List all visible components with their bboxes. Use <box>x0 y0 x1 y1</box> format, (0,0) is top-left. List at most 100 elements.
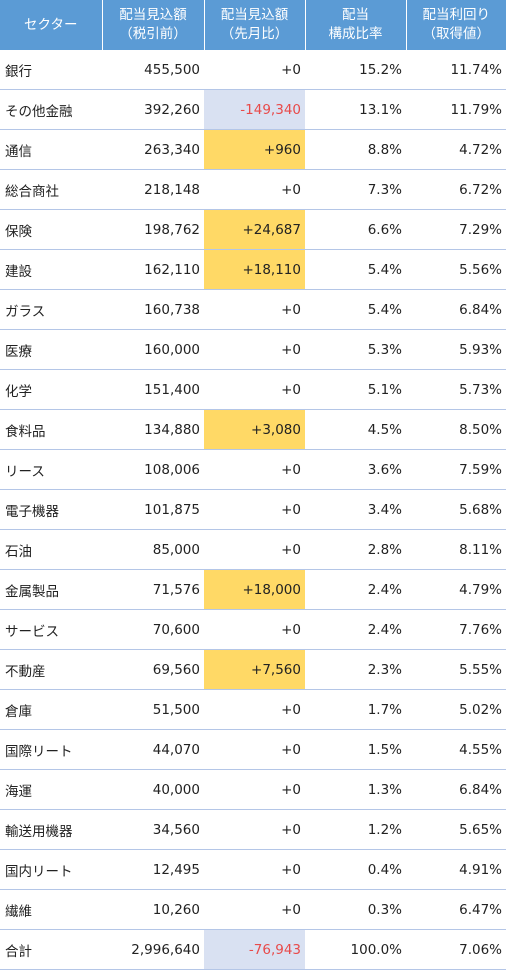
yield-cell: 4.91% <box>406 849 506 890</box>
table-row: 電子機器 101,875 +0 3.4% 5.68% <box>0 489 506 530</box>
amount-cell: 10,260 <box>102 889 204 930</box>
ratio-cell: 5.4% <box>305 289 406 330</box>
header-ratio: 配当 構成比率 <box>305 0 407 50</box>
ratio-cell: 13.1% <box>305 89 406 130</box>
change-cell: +0 <box>204 50 305 90</box>
table-row: 国際リート 44,070 +0 1.5% 4.55% <box>0 729 506 770</box>
change-cell: +18,000 <box>204 569 305 610</box>
table-row: サービス 70,600 +0 2.4% 7.76% <box>0 609 506 650</box>
ratio-cell: 0.3% <box>305 889 406 930</box>
sector-cell: サービス <box>0 609 102 650</box>
yield-cell: 7.06% <box>406 929 506 970</box>
amount-cell: 151,400 <box>102 369 204 410</box>
amount-cell: 40,000 <box>102 769 204 810</box>
table-row: 不動産 69,560 +7,560 2.3% 5.55% <box>0 649 506 690</box>
total-row: 合計 2,996,640 -76,943 100.0% 7.06% <box>0 929 506 970</box>
amount-cell: 263,340 <box>102 129 204 170</box>
amount-cell: 12,495 <box>102 849 204 890</box>
ratio-cell: 2.3% <box>305 649 406 690</box>
ratio-cell: 1.5% <box>305 729 406 770</box>
table-row: 繊維 10,260 +0 0.3% 6.47% <box>0 889 506 930</box>
change-cell: +0 <box>204 449 305 490</box>
ratio-cell: 5.3% <box>305 329 406 370</box>
amount-cell: 85,000 <box>102 529 204 570</box>
table-row: 倉庫 51,500 +0 1.7% 5.02% <box>0 689 506 730</box>
change-cell: +0 <box>204 529 305 570</box>
change-cell: +0 <box>204 609 305 650</box>
sector-cell: 合計 <box>0 929 102 970</box>
yield-cell: 6.72% <box>406 169 506 210</box>
sector-cell: 海運 <box>0 769 102 810</box>
yield-cell: 8.11% <box>406 529 506 570</box>
yield-cell: 5.55% <box>406 649 506 690</box>
table-row: 石油 85,000 +0 2.8% 8.11% <box>0 529 506 570</box>
table-row: 海運 40,000 +0 1.3% 6.84% <box>0 769 506 810</box>
change-cell: +0 <box>204 809 305 850</box>
yield-cell: 6.47% <box>406 889 506 930</box>
amount-cell: 455,500 <box>102 50 204 90</box>
yield-cell: 5.93% <box>406 329 506 370</box>
amount-cell: 218,148 <box>102 169 204 210</box>
header-change: 配当見込額 （先月比） <box>204 0 306 50</box>
ratio-cell: 5.4% <box>305 249 406 290</box>
ratio-cell: 15.2% <box>305 50 406 90</box>
ratio-cell: 8.8% <box>305 129 406 170</box>
table-row: リース 108,006 +0 3.6% 7.59% <box>0 449 506 490</box>
sector-cell: 金属製品 <box>0 569 102 610</box>
table-row: 建設 162,110 +18,110 5.4% 5.56% <box>0 249 506 290</box>
amount-cell: 160,000 <box>102 329 204 370</box>
sector-cell: 建設 <box>0 249 102 290</box>
sector-cell: 医療 <box>0 329 102 370</box>
sector-cell: その他金融 <box>0 89 102 130</box>
ratio-cell: 7.3% <box>305 169 406 210</box>
table-body: 銀行 455,500 +0 15.2% 11.74% その他金融 392,260 -149,3… <box>0 50 506 970</box>
ratio-cell: 2.8% <box>305 529 406 570</box>
sector-cell: 倉庫 <box>0 689 102 730</box>
change-cell: +0 <box>204 849 305 890</box>
yield-cell: 5.73% <box>406 369 506 410</box>
ratio-cell: 5.1% <box>305 369 406 410</box>
sector-cell: 保険 <box>0 209 102 250</box>
ratio-cell: 4.5% <box>305 409 406 450</box>
header-row: セクター 配当見込額 （税引前） 配当見込額 （先月比） 配当 構成比率 配当利回り（… <box>0 0 506 50</box>
table-header: セクター 配当見込額 （税引前） 配当見込額 （先月比） 配当 構成比率 配当利回り（… <box>0 0 506 50</box>
sector-cell: 輸送用機器 <box>0 809 102 850</box>
amount-cell: 162,110 <box>102 249 204 290</box>
sector-cell: 化学 <box>0 369 102 410</box>
amount-cell: 44,070 <box>102 729 204 770</box>
change-cell: +0 <box>204 329 305 370</box>
sector-cell: 石油 <box>0 529 102 570</box>
amount-cell: 198,762 <box>102 209 204 250</box>
amount-cell: 34,560 <box>102 809 204 850</box>
change-cell: +18,110 <box>204 249 305 290</box>
change-cell: +0 <box>204 169 305 210</box>
change-cell: +0 <box>204 729 305 770</box>
table-row: 金属製品 71,576 +18,000 2.4% 4.79% <box>0 569 506 610</box>
change-cell: +0 <box>204 769 305 810</box>
yield-cell: 6.84% <box>406 769 506 810</box>
table-row: その他金融 392,260 -149,340 13.1% 11.79% <box>0 89 506 130</box>
change-cell: +7,560 <box>204 649 305 690</box>
ratio-cell: 3.6% <box>305 449 406 490</box>
sector-cell: リース <box>0 449 102 490</box>
change-cell: +3,080 <box>204 409 305 450</box>
yield-cell: 4.55% <box>406 729 506 770</box>
ratio-cell: 2.4% <box>305 609 406 650</box>
table-row: 医療 160,000 +0 5.3% 5.93% <box>0 329 506 370</box>
yield-cell: 5.68% <box>406 489 506 530</box>
amount-cell: 71,576 <box>102 569 204 610</box>
yield-cell: 8.50% <box>406 409 506 450</box>
amount-cell: 134,880 <box>102 409 204 450</box>
yield-cell: 4.79% <box>406 569 506 610</box>
table-row: 国内リート 12,495 +0 0.4% 4.91% <box>0 849 506 890</box>
ratio-cell: 1.2% <box>305 809 406 850</box>
table-row: 食料品 134,880 +3,080 4.5% 8.50% <box>0 409 506 450</box>
table-row: ガラス 160,738 +0 5.4% 6.84% <box>0 289 506 330</box>
ratio-cell: 2.4% <box>305 569 406 610</box>
sector-cell: 不動産 <box>0 649 102 690</box>
change-cell: -149,340 <box>204 89 305 130</box>
ratio-cell: 0.4% <box>305 849 406 890</box>
change-cell: +0 <box>204 689 305 730</box>
table-row: 銀行 455,500 +0 15.2% 11.74% <box>0 50 506 90</box>
change-cell: +0 <box>204 289 305 330</box>
